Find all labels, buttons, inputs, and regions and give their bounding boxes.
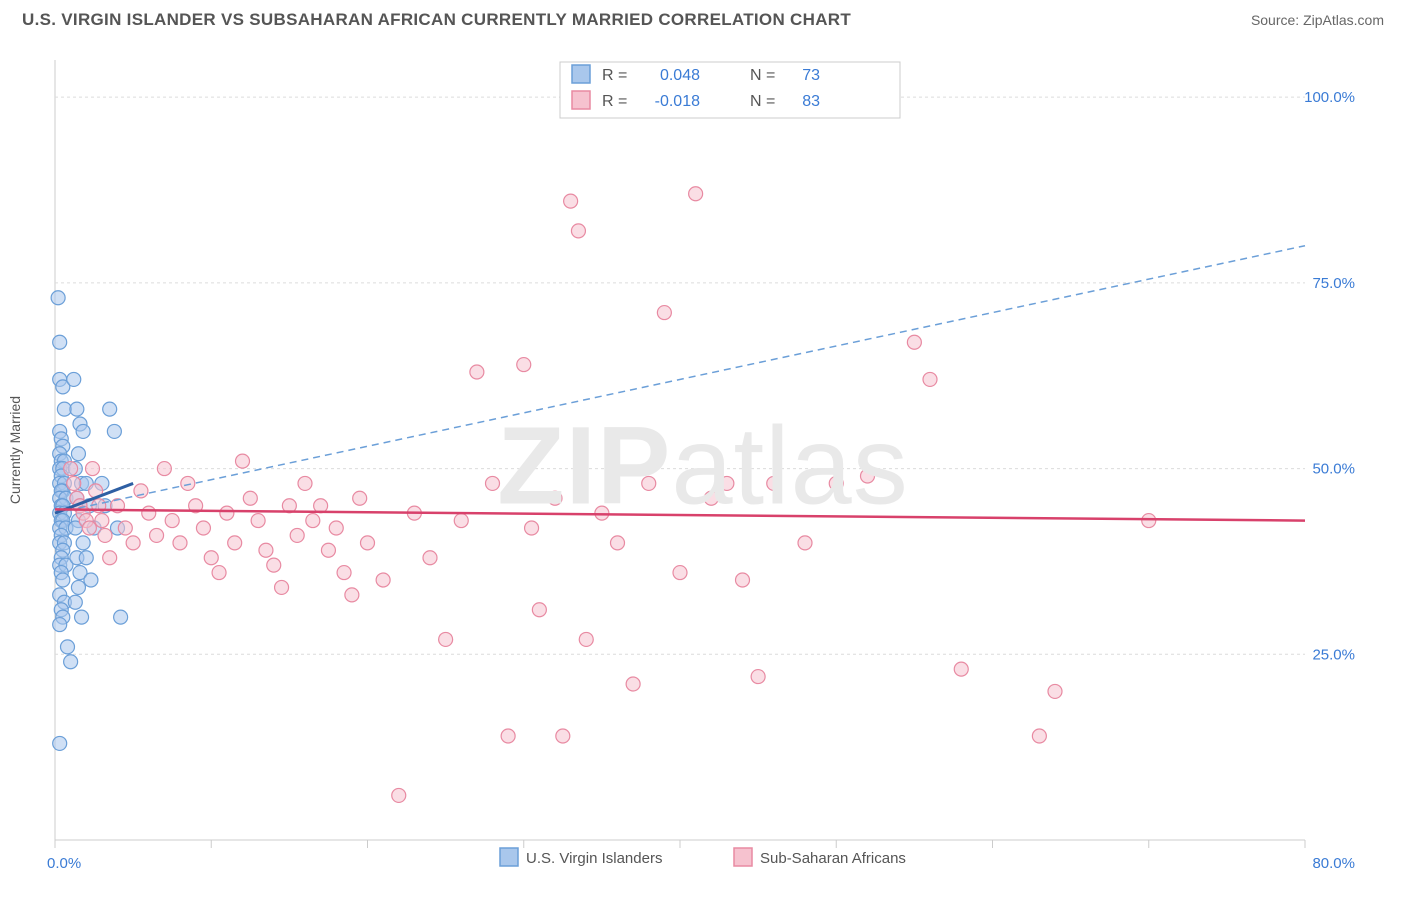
svg-text:75.0%: 75.0% [1312, 275, 1355, 292]
svg-text:-0.018: -0.018 [655, 93, 700, 110]
svg-text:R =: R = [602, 93, 627, 110]
svg-text:N =: N = [750, 93, 775, 110]
svg-text:N =: N = [750, 67, 775, 84]
svg-text:80.0%: 80.0% [1312, 855, 1355, 872]
svg-text:Sub-Saharan Africans: Sub-Saharan Africans [760, 850, 906, 867]
chart-title: U.S. VIRGIN ISLANDER VS SUBSAHARAN AFRIC… [22, 10, 851, 30]
chart-container: ZIPatlas 25.0%50.0%75.0%100.0%0.0%80.0%C… [0, 40, 1406, 892]
svg-text:50.0%: 50.0% [1312, 461, 1355, 478]
svg-text:0.0%: 0.0% [47, 855, 81, 872]
svg-text:73: 73 [802, 67, 820, 84]
svg-text:25.0%: 25.0% [1312, 646, 1355, 663]
svg-text:U.S. Virgin Islanders: U.S. Virgin Islanders [526, 850, 662, 867]
scatter-chart: 25.0% 50.0% 75.0% 100.0% 0.0% 80.0% Currently … [0, 40, 1406, 892]
source-value: ZipAtlas.com [1303, 12, 1384, 28]
svg-text:Currently Married: Currently Married [7, 396, 23, 504]
chart-header: U.S. VIRGIN ISLANDER VS SUBSAHARAN AFRIC… [0, 0, 1406, 36]
svg-text:R =: R = [602, 67, 627, 84]
svg-text:100.0%: 100.0% [1304, 89, 1355, 106]
svg-text:83: 83 [802, 93, 820, 110]
svg-text:0.048: 0.048 [660, 67, 700, 84]
source-attribution: Source: ZipAtlas.com [1251, 12, 1384, 28]
source-label: Source: [1251, 12, 1303, 28]
